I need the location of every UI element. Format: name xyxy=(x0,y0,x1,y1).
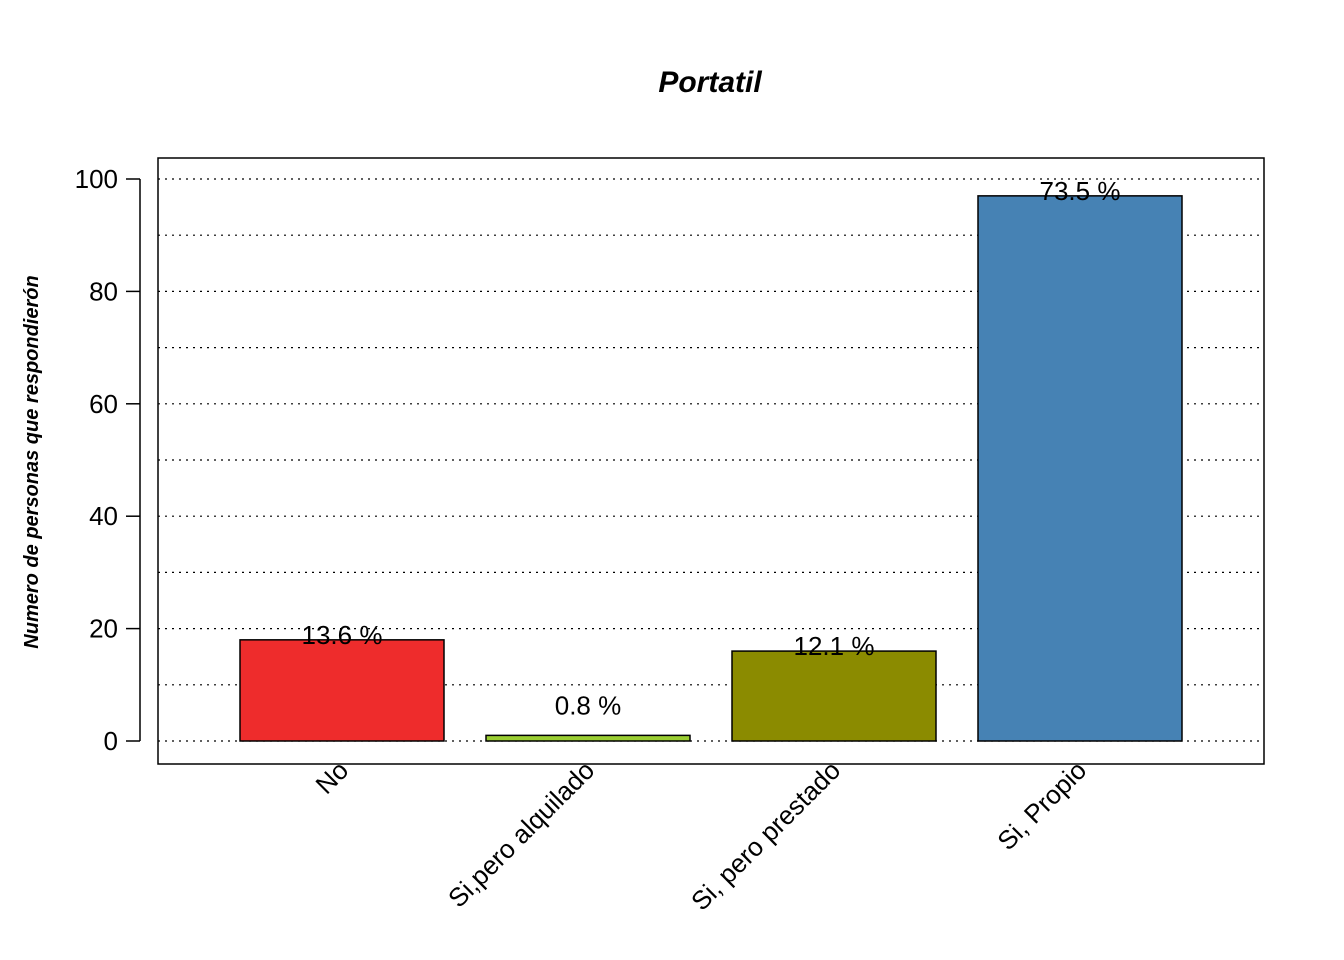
chart-title: Portatil xyxy=(658,66,762,99)
x-axis-categories: No Si,pero alquilado Si, pero prestado Si, … xyxy=(310,755,1093,916)
gridlines xyxy=(158,178,1264,742)
bars xyxy=(239,195,1183,742)
data-label: 0.8 % xyxy=(555,690,622,720)
y-tick-label: 20 xyxy=(89,614,118,644)
bar-2 xyxy=(731,650,937,742)
data-label: 13.6 % xyxy=(302,620,383,650)
y-tick-label: 60 xyxy=(89,389,118,419)
y-tick-label: 100 xyxy=(75,164,118,194)
y-axis: 0 20 40 60 80 100 xyxy=(75,164,141,756)
y-axis-label: Numero de personas que respondierón xyxy=(21,275,43,648)
bar-0 xyxy=(239,639,445,742)
plot-frame xyxy=(157,157,1265,765)
category-label: Si,pero alquilado xyxy=(442,755,600,913)
data-labels: 13.6 % 0.8 % 12.1 % 73.5 % xyxy=(302,176,1121,721)
category-label: Si, pero prestado xyxy=(685,755,846,916)
y-tick-label: 0 xyxy=(104,726,118,756)
category-label: Si, Propio xyxy=(991,755,1092,856)
bar-3 xyxy=(977,195,1183,742)
y-tick-label: 40 xyxy=(89,501,118,531)
category-label: No xyxy=(310,755,355,800)
data-label: 12.1 % xyxy=(794,631,875,661)
data-label: 73.5 % xyxy=(1040,176,1121,206)
y-tick-label: 80 xyxy=(89,276,118,306)
bar-1 xyxy=(485,734,691,742)
